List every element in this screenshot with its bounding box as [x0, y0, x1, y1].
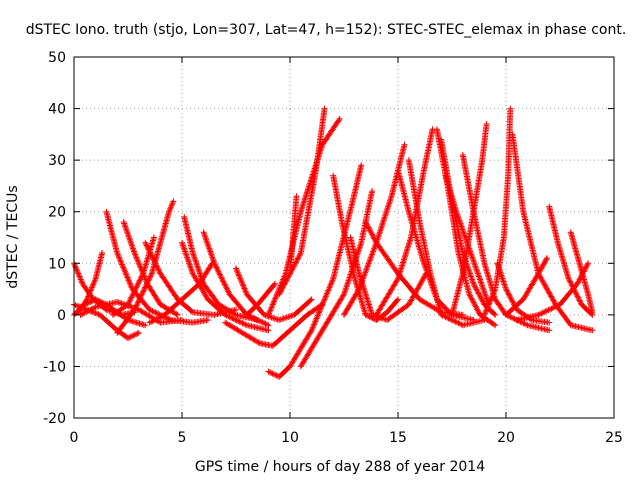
- chart-title: dSTEC Iono. truth (stjo, Lon=307, Lat=47…: [26, 22, 627, 38]
- arc-markers: [75, 250, 106, 316]
- data-arc: [179, 239, 272, 334]
- arc-markers: [373, 126, 436, 318]
- y-tick-label: 0: [57, 308, 66, 324]
- data-arc: [233, 265, 315, 323]
- x-tick-label: 5: [178, 430, 187, 446]
- x-axis-label: GPS time / hours of day 288 of year 2014: [195, 459, 485, 475]
- arc-markers: [509, 131, 596, 334]
- x-tick-label: 10: [281, 430, 299, 446]
- arc-markers: [233, 265, 315, 323]
- data-arc: [287, 193, 300, 277]
- y-tick-label: -10: [43, 359, 66, 375]
- plot-frame: [73, 56, 615, 419]
- data-arc: [222, 301, 326, 349]
- series-arcs: [71, 105, 596, 380]
- y-tick-label: 30: [48, 153, 66, 169]
- arc-markers: [265, 162, 365, 380]
- arc-markers: [243, 280, 278, 318]
- arc-markers: [330, 172, 401, 323]
- y-tick-labels: -20 -10 0 10 20 30 40 50: [43, 50, 66, 427]
- y-tick-label: 50: [48, 50, 66, 66]
- data-arc: [546, 203, 596, 318]
- data-arc: [513, 260, 592, 323]
- data-arc: [265, 162, 365, 380]
- x-tick-label: 25: [605, 430, 623, 446]
- arc-markers: [109, 234, 157, 318]
- y-axis-label: dSTEC / TECUs: [5, 185, 21, 288]
- arc-markers: [513, 260, 592, 323]
- arc-markers: [181, 213, 261, 323]
- arc-markers: [222, 301, 326, 349]
- data-arc: [243, 280, 278, 318]
- data-arc: [503, 255, 550, 318]
- data-arc: [297, 188, 376, 370]
- data-arc: [109, 234, 157, 318]
- y-tick-label: 10: [48, 256, 66, 272]
- arc-markers: [546, 203, 596, 318]
- x-tick-labels: 0 5 10 15 20 25: [70, 430, 623, 446]
- arc-markers: [297, 188, 376, 370]
- arc-markers: [179, 239, 272, 334]
- arc-markers: [503, 255, 550, 318]
- data-arc: [330, 172, 401, 323]
- data-arc: [373, 126, 436, 318]
- arc-markers: [347, 234, 430, 323]
- y-tick-label: 40: [48, 102, 66, 118]
- x-tick-label: 0: [70, 430, 79, 446]
- data-arc: [181, 213, 261, 323]
- y-tick-label: 20: [48, 205, 66, 221]
- x-tick-label: 15: [389, 430, 407, 446]
- data-arc: [347, 234, 430, 323]
- data-arc: [509, 131, 596, 334]
- arc-markers: [287, 193, 300, 277]
- y-tick-label: -20: [43, 411, 66, 427]
- data-arc: [75, 250, 106, 316]
- axis-ticks: [73, 56, 615, 419]
- x-tick-label: 20: [497, 430, 515, 446]
